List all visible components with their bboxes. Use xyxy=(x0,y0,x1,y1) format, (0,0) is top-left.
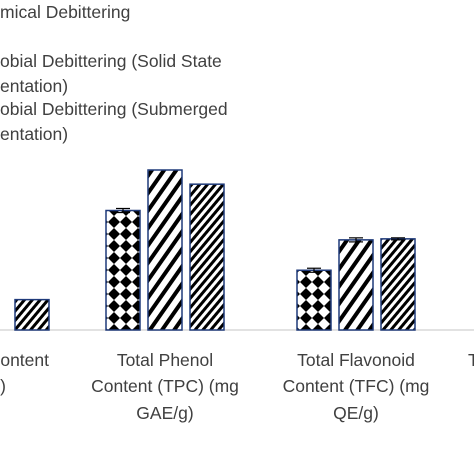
bar-chemical-debittering-2 xyxy=(296,269,332,331)
error-bar-chemical-debittering-2 xyxy=(307,267,321,273)
bar-chemical-debittering-1 xyxy=(105,209,141,331)
bar-microbial-debittering-submerged-fermentation-0 xyxy=(14,298,50,331)
error-bar-chemical-debittering-1 xyxy=(116,207,130,214)
legend-label-submerged-line2: entation) xyxy=(0,124,68,144)
bar-microbial-debittering-solid-state-fermentation-2 xyxy=(338,239,374,331)
bar-microbial-debittering-submerged-fermentation-2 xyxy=(380,238,416,331)
bars-group xyxy=(14,169,416,331)
x-tick-tfc-line3: QE/g) xyxy=(333,403,379,423)
legend-label-solid-state-line1: obial Debittering (Solid State xyxy=(0,51,222,71)
legend: mical Debittering obial Debittering (Sol… xyxy=(0,2,228,144)
x-tick-tfc-line1: Total Flavonoid xyxy=(297,350,415,370)
bar-microbial-debittering-solid-state-fermentation-1 xyxy=(147,169,183,331)
x-tick-tpc-line1: Total Phenol xyxy=(117,350,213,370)
x-tick-tpc-line3: GAE/g) xyxy=(136,403,193,423)
x-tick-content-line1: Content xyxy=(0,350,49,370)
error-bars-group xyxy=(116,207,405,273)
x-tick-content-line2: g) xyxy=(0,376,6,396)
legend-label-solid-state-line2: entation) xyxy=(0,76,68,96)
x-tick-tpc-line2: Content (TPC) (mg xyxy=(91,376,239,396)
x-tick-fourth: T xyxy=(468,350,474,370)
legend-label-chemical: mical Debittering xyxy=(0,2,130,22)
x-tick-labels: Content g) Total Phenol Content (TPC) (m… xyxy=(0,350,474,423)
error-bar-microbial-debittering-submerged-fermentation-2 xyxy=(391,237,405,241)
legend-label-submerged-line1: obial Debittering (Submerged xyxy=(0,99,228,119)
error-bar-microbial-debittering-solid-state-fermentation-2 xyxy=(349,237,363,243)
bar-microbial-debittering-submerged-fermentation-1 xyxy=(189,183,225,331)
x-tick-tfc-line2: Content (TFC) (mg xyxy=(283,376,430,396)
